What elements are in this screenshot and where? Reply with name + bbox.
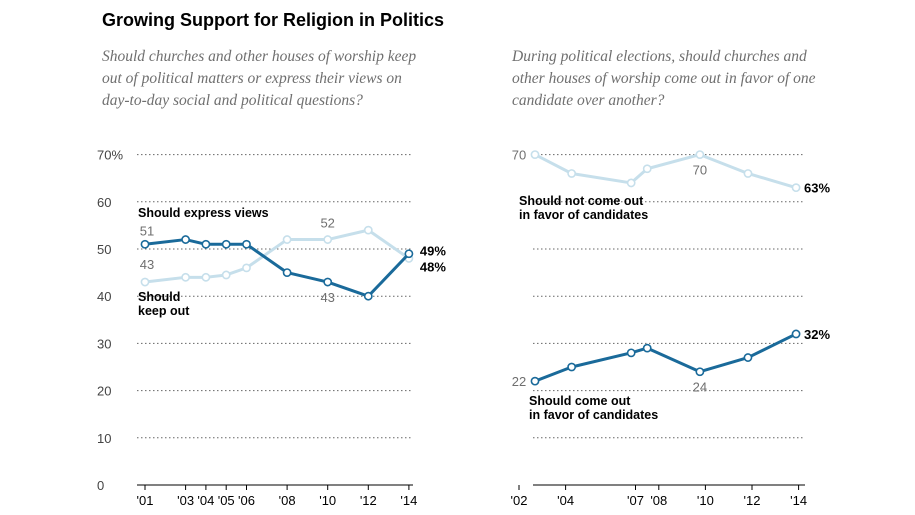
right-x-tick-label: '12 xyxy=(744,493,761,508)
chart-title: Growing Support for Religion in Politics xyxy=(102,10,444,30)
right-should-not-point xyxy=(567,169,577,178)
right-should-come-point xyxy=(626,348,636,358)
right-should-not-point xyxy=(791,183,801,193)
left-keep-out-label: Should xyxy=(138,290,180,304)
right-should-come-point xyxy=(791,329,801,339)
left-x-tick-label: '12 xyxy=(360,493,377,508)
left-keep-out-point xyxy=(201,239,211,249)
right-x-tick-label: '10 xyxy=(697,493,714,508)
left-x-tick-label: '05 xyxy=(218,493,235,508)
left-panel: 70% 60 50 40 30 20 10 0 '01 '03'04 '05'06 '08 '10 '12… xyxy=(97,148,446,508)
right-should-come-data-label: 32% xyxy=(804,327,830,342)
left-express-views-point xyxy=(363,225,373,235)
left-express-views-data-label: 48% xyxy=(420,259,446,274)
right-x-tick-label: '04 xyxy=(557,493,574,508)
left-x-tick-label: '14 xyxy=(400,493,417,508)
left-keep-out-point xyxy=(140,239,150,249)
left-x-tick-label: '03 xyxy=(177,493,194,508)
left-keep-out-label: keep out xyxy=(138,304,190,318)
right-panel: '02 '04 '07 '08 '10 '12 '14 70 70 63% 22 24 32% Shoul… xyxy=(511,148,831,508)
right-should-come-point xyxy=(530,376,540,386)
left-express-views-point xyxy=(242,263,251,273)
right-x-tick-label: '08 xyxy=(650,493,667,508)
right-should-come-data-label: 24 xyxy=(693,380,707,395)
right-should-not-point xyxy=(530,150,540,159)
left-y-tick-label: 50 xyxy=(97,242,111,257)
right-x-tick-label: '07 xyxy=(627,493,644,508)
left-express-views-label: Should express views xyxy=(138,206,269,220)
left-x-tick-label: '10 xyxy=(319,493,336,508)
right-should-come-data-label: 22 xyxy=(512,374,526,389)
right-should-come-point xyxy=(642,343,652,353)
left-y-tick-label: 0 xyxy=(97,478,104,493)
left-keep-out-point xyxy=(363,291,373,301)
right-should-not-data-label: 70 xyxy=(512,148,526,163)
left-y-tick-label: 70% xyxy=(97,148,123,163)
left-keep-out-point xyxy=(282,268,292,277)
right-should-not-label: Should not come out xyxy=(519,194,644,208)
left-keep-out-data-label: 49% xyxy=(420,244,446,259)
left-express-views-point xyxy=(201,272,211,282)
left-keep-out-data-label: 51 xyxy=(140,223,154,238)
right-should-not-point xyxy=(743,169,753,178)
left-keep-out-point xyxy=(323,277,333,287)
right-should-come-label: in favor of candidates xyxy=(529,408,658,422)
left-keep-out-point xyxy=(404,249,414,259)
right-x-tick-label: '14 xyxy=(790,493,807,508)
right-should-come-line xyxy=(534,332,797,383)
left-keep-out-point xyxy=(242,239,251,249)
left-x-tick-label: '08 xyxy=(279,493,296,508)
left-express-views-point xyxy=(181,272,190,282)
left-express-views-point xyxy=(221,270,231,280)
left-express-views-data-label: 52 xyxy=(320,216,334,231)
right-should-not-data-label: 70 xyxy=(693,163,707,178)
right-should-not-label: in favor of candidates xyxy=(519,208,648,222)
left-panel-question: Should churches and other houses of wors… xyxy=(102,48,417,109)
right-should-not-point xyxy=(642,164,652,174)
left-x-tick-label: '04 xyxy=(197,493,214,508)
left-express-views-point xyxy=(323,235,333,244)
left-express-views-point xyxy=(140,277,150,287)
left-express-views-point xyxy=(282,235,292,244)
left-y-tick-label: 30 xyxy=(97,336,111,351)
left-keep-out-point xyxy=(181,235,190,244)
right-should-come-point xyxy=(567,362,577,372)
left-y-tick-label: 60 xyxy=(97,195,111,210)
left-y-tick-label: 10 xyxy=(97,431,111,446)
right-should-come-point xyxy=(743,353,753,362)
left-y-tick-label: 20 xyxy=(97,384,111,399)
right-should-not-data-label: 63% xyxy=(804,181,830,196)
right-x-tick-label: '02 xyxy=(511,493,528,508)
right-should-not-point xyxy=(695,150,705,159)
left-express-views-data-label: 43 xyxy=(140,257,154,272)
left-keep-out-point xyxy=(221,239,231,249)
right-should-not-point xyxy=(626,178,636,188)
right-panel-question: During political elections, should churc… xyxy=(512,48,816,109)
left-x-tick-label: '01 xyxy=(137,493,154,508)
left-y-tick-label: 40 xyxy=(97,289,111,304)
right-should-come-point xyxy=(695,367,705,377)
left-keep-out-data-label: 43 xyxy=(320,290,334,305)
right-should-come-label: Should come out xyxy=(529,394,631,408)
left-x-tick-label: '06 xyxy=(238,493,255,508)
